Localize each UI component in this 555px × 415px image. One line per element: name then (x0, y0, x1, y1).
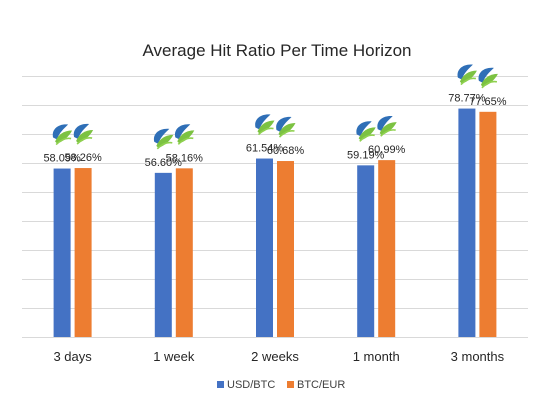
bar-usd-btc (154, 172, 172, 337)
data-label: 56.60% (145, 157, 183, 169)
x-tick-label: 3 months (451, 349, 505, 364)
bar-usd-btc (53, 168, 71, 337)
bar-usd-btc (256, 158, 273, 337)
leaf-logo-icon (355, 120, 377, 143)
data-label: 60.99% (368, 144, 406, 156)
legend: USD/BTC BTC/EUR (217, 379, 345, 391)
legend-swatch (287, 381, 294, 388)
leaf-logo-icon (174, 123, 196, 146)
leaf-logo-icon (51, 123, 73, 146)
bar-btc-eur (277, 161, 294, 337)
logo-icons (51, 63, 499, 150)
x-tick-label: 1 month (353, 349, 400, 364)
data-label: 59.19% (347, 149, 385, 161)
leaf-logo-icon (254, 113, 276, 136)
leaf-logo-icon (72, 123, 94, 145)
bar-usd-btc (458, 108, 476, 337)
legend-swatch (217, 381, 224, 388)
data-label: 77.65% (469, 96, 507, 108)
data-label: 61.54% (246, 143, 284, 155)
leaf-logo-icon (153, 127, 175, 150)
data-label: 58.16% (166, 152, 204, 164)
x-tick-label: 2 weeks (251, 349, 299, 364)
data-label: 60.68% (267, 145, 305, 157)
leaf-logo-icon (456, 63, 478, 86)
bar-btc-eur (479, 111, 497, 337)
leaf-logo-icon (477, 66, 499, 89)
bar-btc-eur (378, 160, 396, 337)
legend-label: BTC/EUR (297, 379, 345, 391)
data-label: 58.26% (64, 152, 102, 164)
data-labels: 58.09%58.26% 56.60%58.16% 61.54%60.68% 59.1… (43, 93, 506, 169)
chart-title: Average Hit Ratio Per Time Horizon (143, 41, 412, 60)
data-label: 78.77% (448, 93, 486, 105)
bar-btc-eur (175, 168, 193, 337)
bars (53, 108, 497, 337)
bar-usd-btc (357, 165, 375, 337)
leaf-logo-icon (376, 115, 398, 137)
gridlines (22, 76, 528, 338)
x-tick-label: 3 days (53, 349, 92, 364)
bar-btc-eur (74, 168, 92, 337)
legend-label: USD/BTC (227, 379, 275, 391)
x-axis-tick-labels: 3 days 1 week 2 weeks 1 month 3 months (53, 349, 504, 364)
x-tick-label: 1 week (153, 349, 195, 364)
data-label: 58.09% (43, 153, 81, 165)
